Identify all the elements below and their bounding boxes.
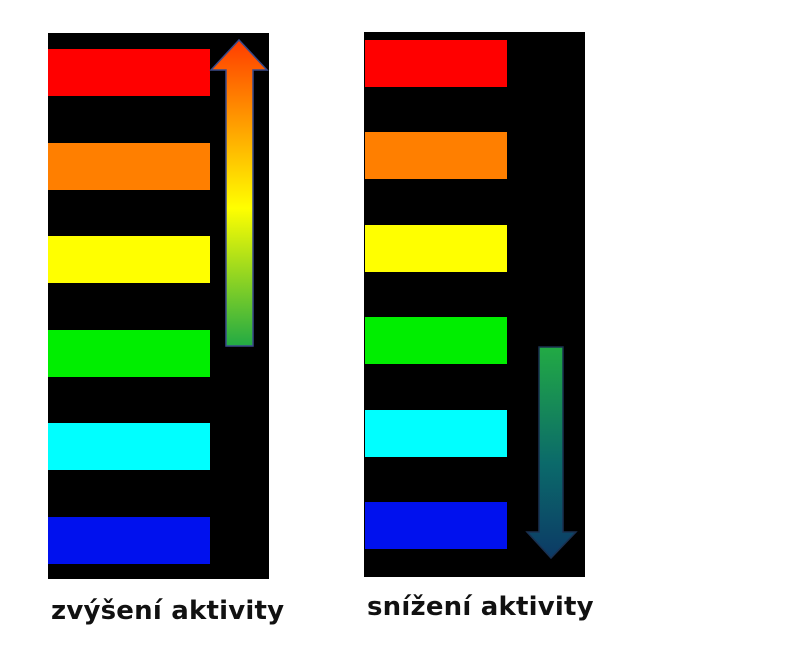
arrow-down-icon — [525, 346, 578, 560]
caption-decrease: snížení aktivity — [367, 592, 594, 622]
arrow-up-icon — [209, 38, 269, 347]
blue-bar — [365, 502, 507, 549]
orange-bar — [365, 132, 507, 179]
red-bar — [365, 40, 507, 87]
green-bar — [48, 330, 210, 377]
caption-increase: zvýšení aktivity — [51, 596, 285, 626]
red-bar — [48, 49, 210, 96]
orange-bar — [48, 143, 210, 190]
cyan-bar — [48, 423, 210, 470]
yellow-bar — [48, 236, 210, 283]
activity-decrease-panel — [364, 32, 585, 577]
yellow-bar — [365, 225, 507, 272]
green-bar — [365, 317, 507, 364]
blue-bar — [48, 517, 210, 564]
cyan-bar — [365, 410, 507, 457]
